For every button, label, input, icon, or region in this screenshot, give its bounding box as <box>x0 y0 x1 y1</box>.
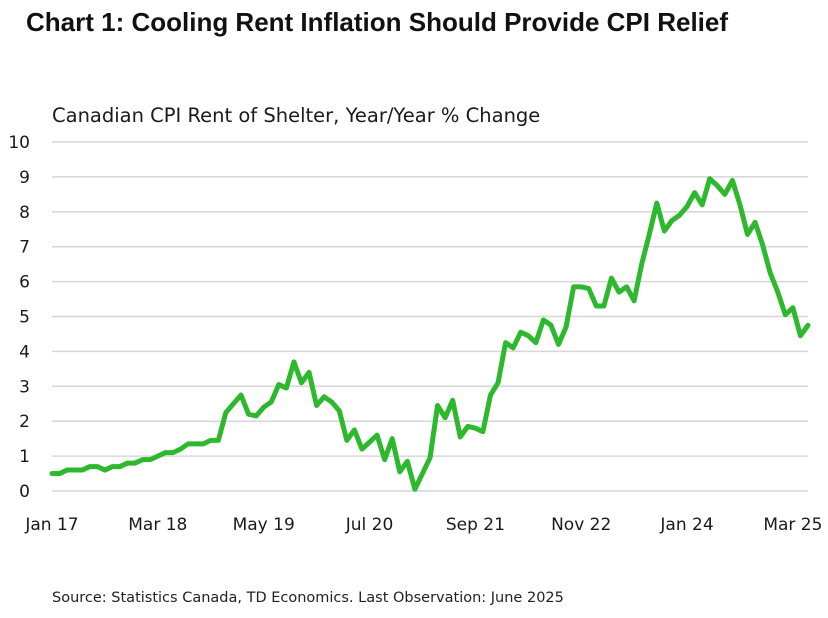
y-tick-label: 5 <box>19 308 30 328</box>
y-tick-label: 3 <box>19 377 30 397</box>
y-tick-label: 4 <box>19 342 30 362</box>
source-note: Source: Statistics Canada, TD Economics.… <box>52 590 564 606</box>
series-line-rent-of-shelter <box>49 176 811 492</box>
y-tick-label: 6 <box>19 273 30 293</box>
y-tick-label: 8 <box>19 203 30 223</box>
x-axis-ticks: Jan 17 Mar 18 May 19 Jul 20 Sep 21 Nov 22 Jan … <box>24 515 822 535</box>
x-tick-label: Jan 17 <box>24 515 78 535</box>
y-tick-label: 10 <box>8 133 30 153</box>
y-tick-label: 2 <box>19 412 30 432</box>
series-lines <box>49 176 811 492</box>
chart-title: Chart 1: Cooling Rent Inflation Should P… <box>26 7 729 37</box>
x-tick-label: Nov 22 <box>551 515 611 535</box>
x-tick-label: May 19 <box>233 515 295 535</box>
y-tick-label: 7 <box>19 238 30 258</box>
x-tick-label: Jan 24 <box>659 515 713 535</box>
x-tick-label: Mar 18 <box>128 515 187 535</box>
x-tick-label: Sep 21 <box>446 515 505 535</box>
y-axis-ticks: 0 1 2 3 4 5 6 7 8 9 10 <box>8 133 30 502</box>
x-tick-label: Jul 20 <box>345 515 394 535</box>
y-tick-label: 0 <box>19 482 30 502</box>
x-tick-label: Mar 25 <box>763 515 822 535</box>
chart-subtitle: Canadian CPI Rent of Shelter, Year/Year … <box>52 104 541 127</box>
y-tick-label: 9 <box>19 168 30 188</box>
y-tick-label: 1 <box>19 447 30 467</box>
